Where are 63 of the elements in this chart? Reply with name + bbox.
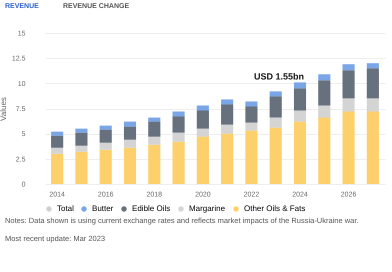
bar (51, 154, 64, 184)
bar (342, 70, 355, 98)
bar (294, 122, 306, 184)
bar (75, 146, 88, 152)
bar (75, 132, 88, 146)
bar (245, 122, 258, 131)
bar (100, 142, 112, 150)
bar (148, 136, 160, 145)
bar (51, 132, 64, 136)
legend-label: Edible Oils (132, 204, 170, 213)
bar (318, 80, 330, 106)
bar (172, 112, 185, 117)
legend-label: Margarine (189, 204, 226, 213)
legend-label: Other Oils & Fats (244, 204, 306, 213)
bar (221, 104, 234, 125)
bar (221, 134, 234, 184)
legend-label: Total (57, 204, 74, 213)
bar (51, 148, 64, 154)
legend-label: Butter (92, 204, 114, 213)
bar (245, 106, 258, 123)
bar (342, 64, 355, 70)
bar (270, 91, 282, 96)
bar (196, 128, 209, 137)
bar (245, 101, 258, 106)
bar (366, 68, 379, 98)
bar (294, 88, 306, 111)
annotation: USD 1.55bn (254, 71, 304, 82)
bar (245, 130, 258, 184)
bar (124, 126, 136, 140)
bar (100, 150, 112, 184)
bar (148, 144, 160, 184)
bar (270, 118, 282, 128)
bar (270, 96, 282, 118)
bar (221, 124, 234, 134)
bar (124, 148, 136, 184)
bar (100, 126, 112, 130)
bar (196, 110, 209, 129)
bar (318, 118, 330, 184)
bar (318, 74, 330, 80)
bar (366, 63, 379, 68)
bar (270, 128, 282, 184)
bar (294, 82, 306, 88)
bar (75, 128, 88, 133)
bar (51, 136, 64, 148)
bar (172, 132, 185, 142)
bar (342, 112, 355, 184)
bar (75, 152, 88, 184)
bar (221, 99, 234, 104)
bar (318, 105, 330, 118)
bar (196, 105, 209, 111)
bar (172, 116, 185, 133)
bar (342, 98, 355, 112)
bar (148, 122, 160, 137)
bar (100, 130, 112, 143)
bar (366, 112, 379, 184)
bar (148, 118, 160, 122)
bar (124, 122, 136, 127)
bar (366, 98, 379, 112)
bar (196, 136, 209, 184)
y-axis-title: Values (0, 97, 8, 121)
bar (124, 140, 136, 148)
bar (294, 110, 306, 122)
bar (172, 142, 185, 184)
